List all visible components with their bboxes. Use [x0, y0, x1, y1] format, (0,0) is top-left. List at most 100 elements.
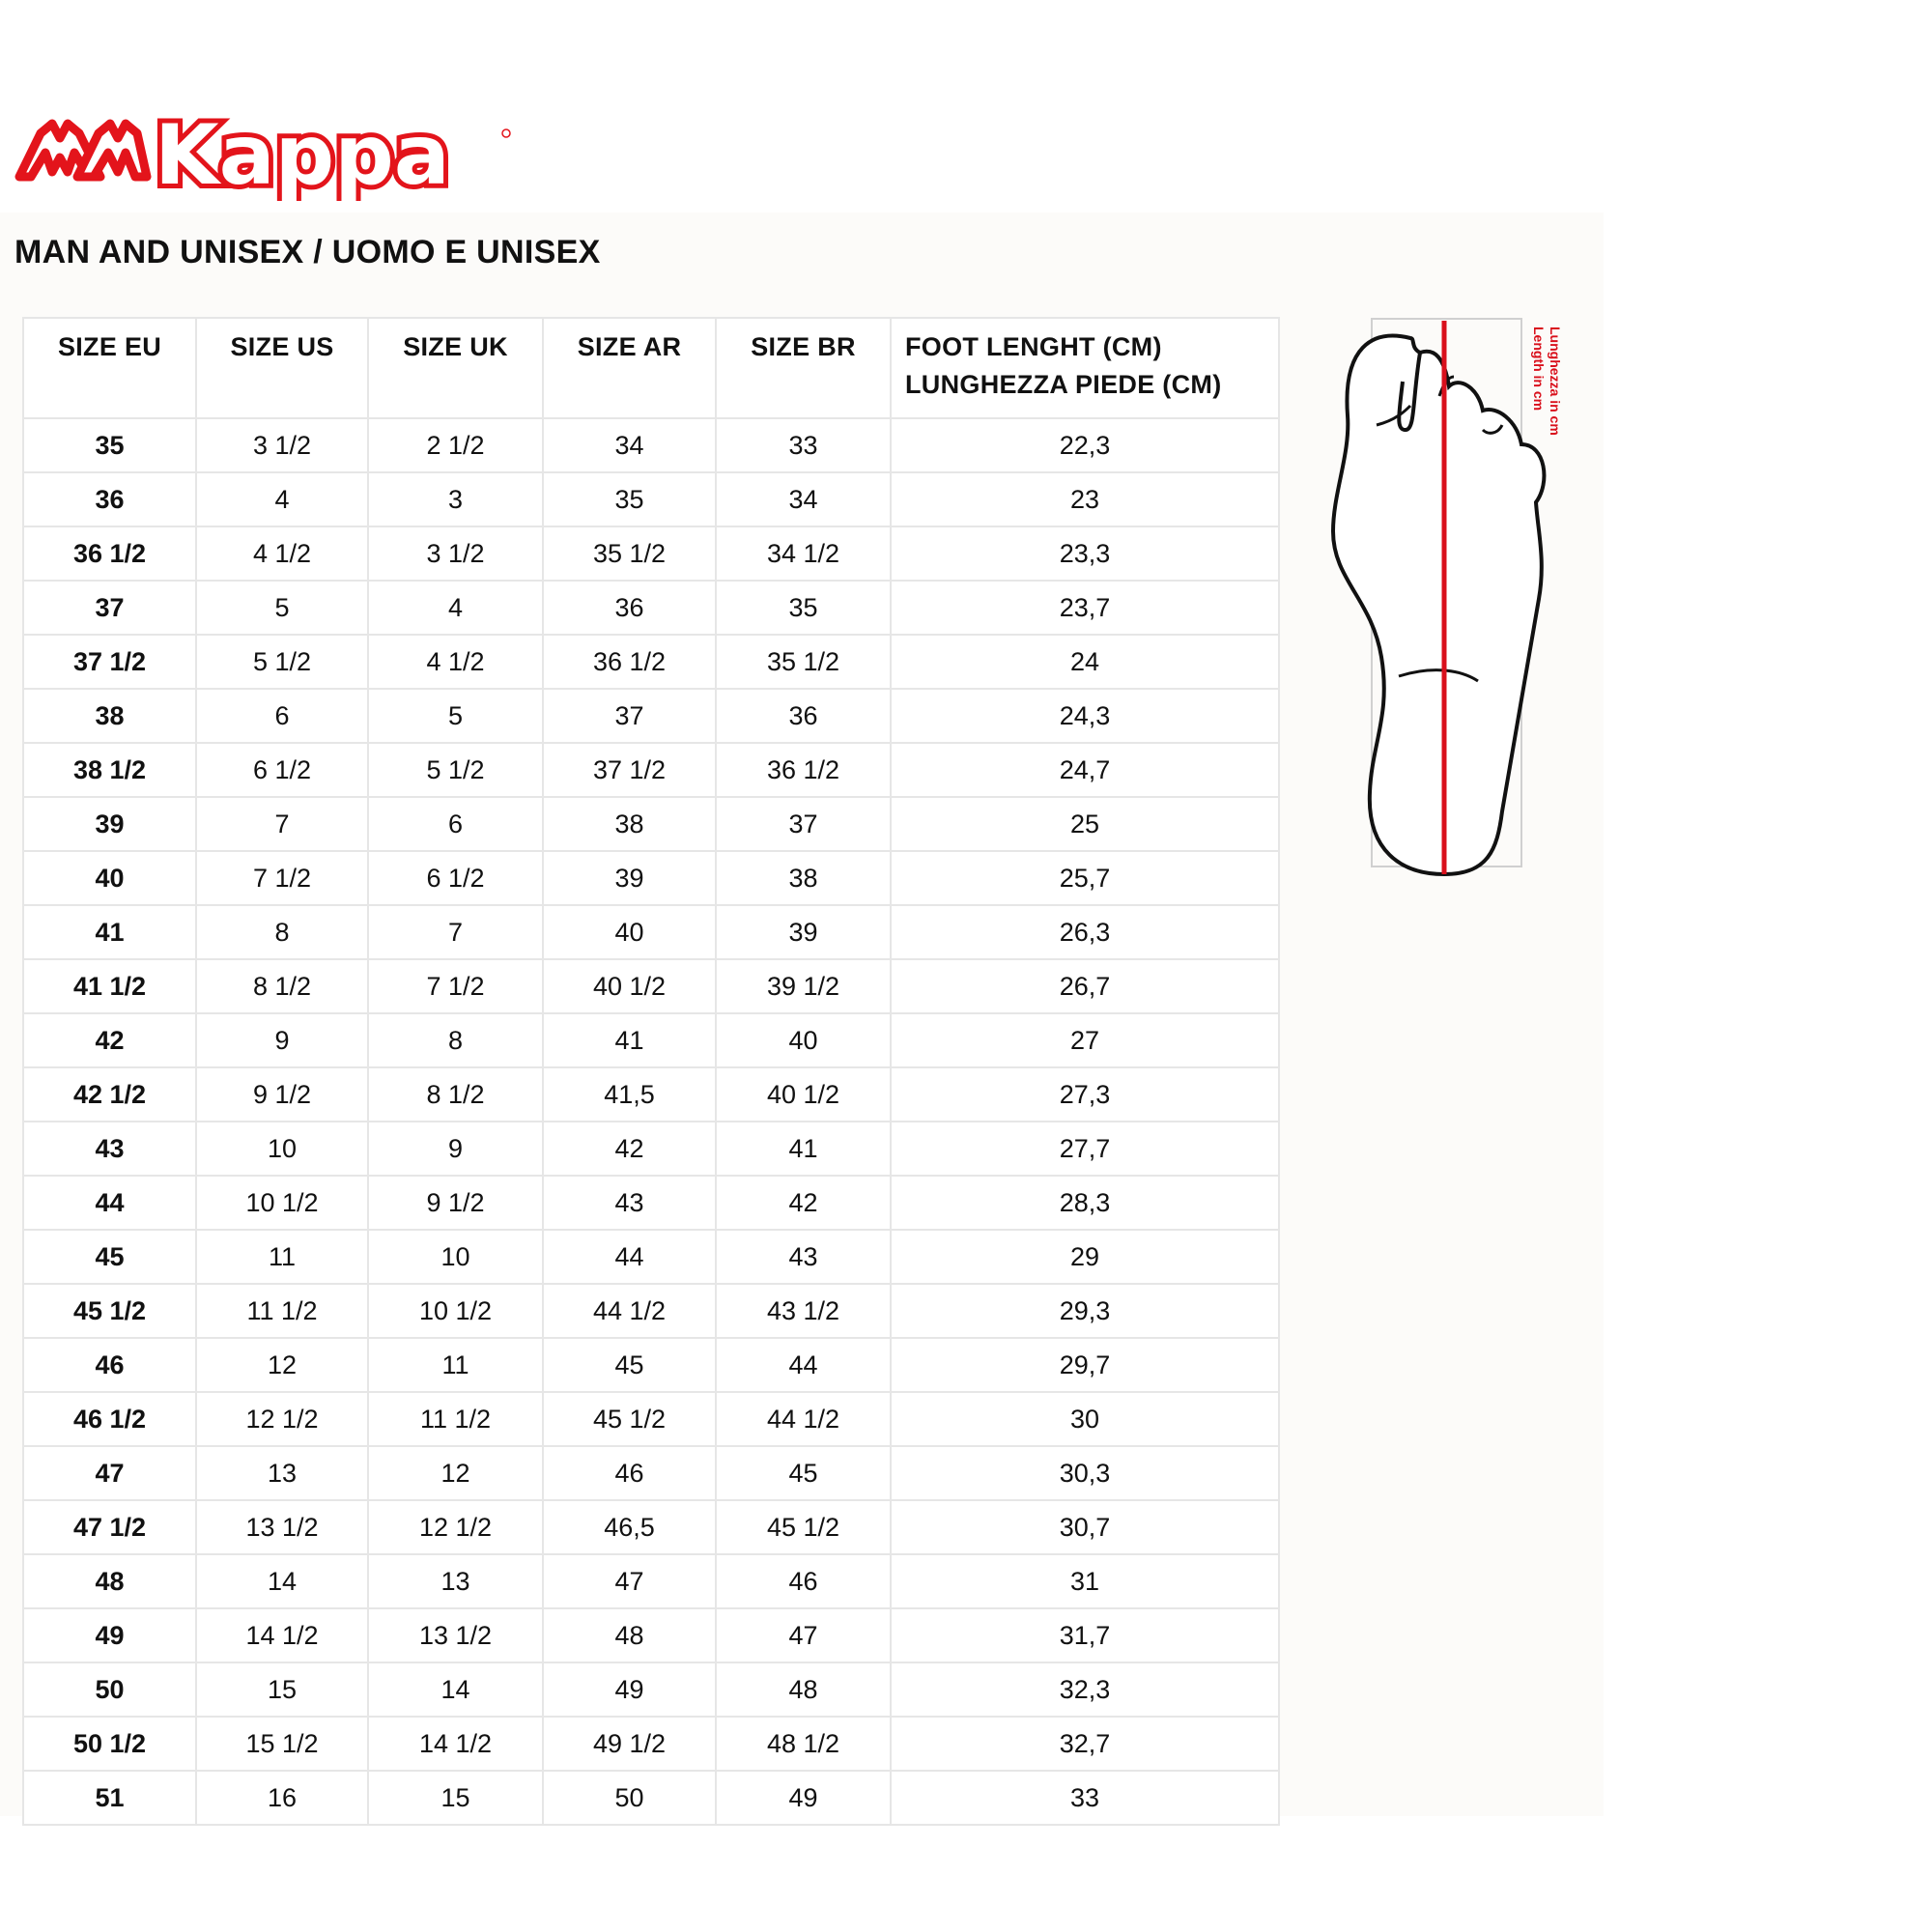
cell-size-ar: 42: [542, 1121, 717, 1177]
cell-size-uk: 15: [367, 1770, 544, 1826]
cell-size-us: 11 1/2: [195, 1283, 369, 1339]
cell-size-us: 9 1/2: [195, 1066, 369, 1122]
cell-size-us: 8: [195, 904, 369, 960]
cell-foot-length: 29: [890, 1229, 1280, 1285]
cell-foot-length: 24,7: [890, 742, 1280, 798]
cell-size-uk: 13 1/2: [367, 1607, 544, 1663]
cell-size-us: 14 1/2: [195, 1607, 369, 1663]
cell-size-br: 43 1/2: [715, 1283, 892, 1339]
cell-foot-length: 30: [890, 1391, 1280, 1447]
cell-size-ar: 46,5: [542, 1499, 717, 1555]
table-row: 37 5 4 36 35 23,7: [22, 580, 1280, 636]
size-chart-table: SIZE EU SIZE US SIZE UK SIZE AR SIZE BR …: [22, 317, 1280, 1826]
table-row: 46 1/2 12 1/2 11 1/2 45 1/2 44 1/2 30: [22, 1391, 1280, 1447]
cell-size-ar: 44 1/2: [542, 1283, 717, 1339]
cell-size-uk: 3: [367, 471, 544, 527]
cell-size-eu: 38 1/2: [22, 742, 197, 798]
header-foot-length-en: FOOT LENGHT (CM): [905, 332, 1162, 361]
cell-size-ar: 36: [542, 580, 717, 636]
cell-size-eu: 36: [22, 471, 197, 527]
cell-size-br: 44: [715, 1337, 892, 1393]
cell-size-eu: 44: [22, 1175, 197, 1231]
page-title: MAN AND UNISEX / UOMO E UNISEX: [14, 234, 601, 270]
cell-size-uk: 12 1/2: [367, 1499, 544, 1555]
cell-size-uk: 10 1/2: [367, 1283, 544, 1339]
cell-size-ar: 46: [542, 1445, 717, 1501]
table-row: 44 10 1/2 9 1/2 43 42 28,3: [22, 1175, 1280, 1231]
table-row: 38 1/2 6 1/2 5 1/2 37 1/2 36 1/2 24,7: [22, 742, 1280, 798]
table-row: 47 13 12 46 45 30,3: [22, 1445, 1280, 1501]
cell-size-eu: 50 1/2: [22, 1716, 197, 1772]
table-row: 46 12 11 45 44 29,7: [22, 1337, 1280, 1393]
cell-size-uk: 7 1/2: [367, 958, 544, 1014]
cell-size-ar: 35: [542, 471, 717, 527]
table-row: 45 11 10 44 43 29: [22, 1229, 1280, 1285]
cell-size-us: 6: [195, 688, 369, 744]
svg-text:Kappa: Kappa: [155, 107, 450, 201]
foot-diagram: Length in cm Lunghezza in cm: [1314, 309, 1604, 894]
kappa-logo: Kappa: [12, 102, 514, 209]
cell-size-uk: 5 1/2: [367, 742, 544, 798]
cell-size-ar: 43: [542, 1175, 717, 1231]
cell-size-us: 3 1/2: [195, 417, 369, 473]
cell-size-eu: 47 1/2: [22, 1499, 197, 1555]
header-size-ar: SIZE AR: [542, 317, 717, 419]
length-label-it: Lunghezza in cm: [1548, 327, 1563, 436]
cell-foot-length: 26,3: [890, 904, 1280, 960]
cell-foot-length: 32,3: [890, 1662, 1280, 1718]
header-foot-length-it: LUNGHEZZA PIEDE (CM): [905, 370, 1222, 399]
cell-size-ar: 44: [542, 1229, 717, 1285]
cell-size-eu: 43: [22, 1121, 197, 1177]
cell-size-br: 37: [715, 796, 892, 852]
table-row: 43 10 9 42 41 27,7: [22, 1121, 1280, 1177]
table-row: 35 3 1/2 2 1/2 34 33 22,3: [22, 417, 1280, 473]
cell-size-br: 39 1/2: [715, 958, 892, 1014]
cell-foot-length: 23,7: [890, 580, 1280, 636]
cell-size-us: 9: [195, 1012, 369, 1068]
table-row: 41 1/2 8 1/2 7 1/2 40 1/2 39 1/2 26,7: [22, 958, 1280, 1014]
cell-size-eu: 46 1/2: [22, 1391, 197, 1447]
cell-size-uk: 6 1/2: [367, 850, 544, 906]
cell-size-br: 48 1/2: [715, 1716, 892, 1772]
cell-size-ar: 37: [542, 688, 717, 744]
cell-size-eu: 41: [22, 904, 197, 960]
cell-size-eu: 40: [22, 850, 197, 906]
cell-size-eu: 41 1/2: [22, 958, 197, 1014]
cell-size-eu: 48: [22, 1553, 197, 1609]
cell-size-uk: 6: [367, 796, 544, 852]
foot-outline: [1330, 333, 1547, 877]
cell-size-eu: 45: [22, 1229, 197, 1285]
cell-size-br: 34 1/2: [715, 526, 892, 582]
cell-size-us: 7: [195, 796, 369, 852]
cell-size-br: 34: [715, 471, 892, 527]
cell-size-uk: 10: [367, 1229, 544, 1285]
cell-foot-length: 27: [890, 1012, 1280, 1068]
cell-size-eu: 51: [22, 1770, 197, 1826]
table-row: 50 1/2 15 1/2 14 1/2 49 1/2 48 1/2 32,7: [22, 1716, 1280, 1772]
cell-size-us: 5 1/2: [195, 634, 369, 690]
table-row: 41 8 7 40 39 26,3: [22, 904, 1280, 960]
cell-size-br: 35 1/2: [715, 634, 892, 690]
cell-foot-length: 27,3: [890, 1066, 1280, 1122]
cell-size-uk: 8: [367, 1012, 544, 1068]
table-row: 36 1/2 4 1/2 3 1/2 35 1/2 34 1/2 23,3: [22, 526, 1280, 582]
cell-size-us: 7 1/2: [195, 850, 369, 906]
cell-size-us: 10: [195, 1121, 369, 1177]
cell-size-ar: 47: [542, 1553, 717, 1609]
cell-size-uk: 5: [367, 688, 544, 744]
cell-size-br: 39: [715, 904, 892, 960]
cell-size-eu: 47: [22, 1445, 197, 1501]
cell-size-us: 6 1/2: [195, 742, 369, 798]
cell-size-uk: 8 1/2: [367, 1066, 544, 1122]
cell-size-uk: 14 1/2: [367, 1716, 544, 1772]
table-row: 38 6 5 37 36 24,3: [22, 688, 1280, 744]
cell-size-us: 15: [195, 1662, 369, 1718]
cell-size-eu: 49: [22, 1607, 197, 1663]
cell-size-uk: 9 1/2: [367, 1175, 544, 1231]
cell-foot-length: 24,3: [890, 688, 1280, 744]
table-row: 49 14 1/2 13 1/2 48 47 31,7: [22, 1607, 1280, 1663]
cell-foot-length: 24: [890, 634, 1280, 690]
cell-size-eu: 50: [22, 1662, 197, 1718]
cell-size-eu: 39: [22, 796, 197, 852]
table-row: 48 14 13 47 46 31: [22, 1553, 1280, 1609]
